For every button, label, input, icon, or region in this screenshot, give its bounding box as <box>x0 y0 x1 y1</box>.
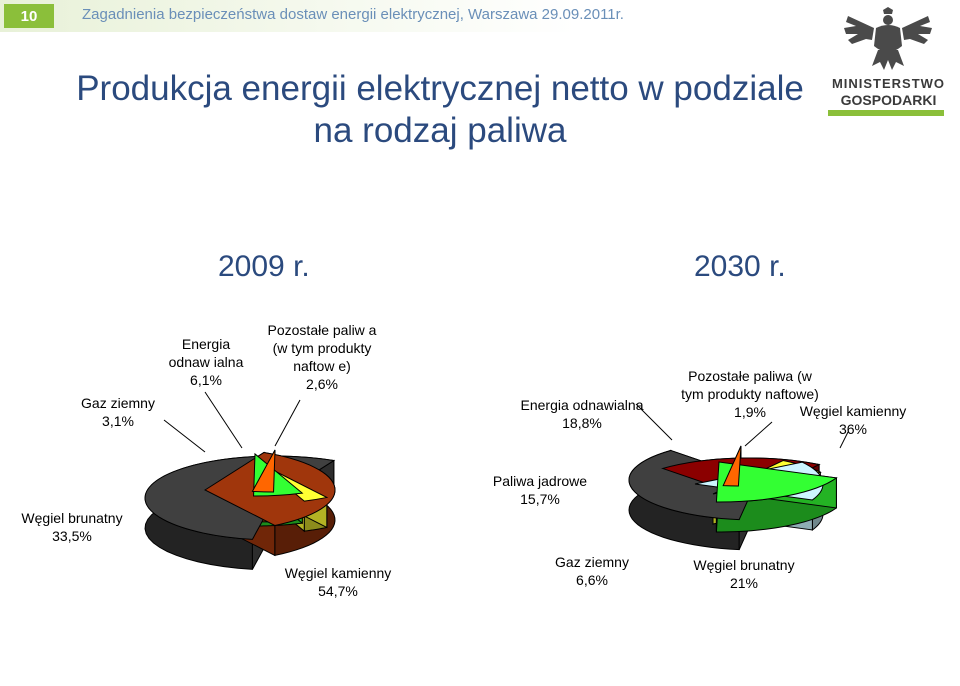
slice-label-line: 3,1% <box>102 413 134 429</box>
slice-label-1-5: Pozostałe paliwa (w tym produkty naftowe)… <box>681 368 819 420</box>
leader-line <box>163 419 206 453</box>
slice-label-line: 2,6% <box>306 376 338 392</box>
eagle-emblem-icon <box>844 7 932 70</box>
logo-line2: GOSPODARKI <box>840 92 937 108</box>
slice-label-line: odnaw ialna <box>169 354 244 370</box>
slice-label-line: Gaz ziemny <box>81 395 155 411</box>
slice-label-line: Węgiel brunatny <box>693 557 794 573</box>
title-line2: na rodzaj paliwa <box>313 111 567 150</box>
slice-label-line: 21% <box>730 575 758 591</box>
leader-line <box>839 431 849 449</box>
slice-label-line: tym produkty naftowe) <box>681 386 819 402</box>
slice-label-0-1: Węgiel brunatny 33,5% <box>21 510 122 544</box>
logo-line1: MINISTERSTWO <box>831 76 946 91</box>
pie-chart-1: Węgiel kamienny 36% Węgiel brunatny 21% Gaz … <box>493 368 906 591</box>
page-number: 10 <box>4 4 54 28</box>
slice-label-0-4: Pozostałe paliw a (w tym produkty naftow e… <box>268 322 377 392</box>
year-2030: 2030 r. <box>694 250 786 283</box>
page-title: Produkcja energii elektrycznej netto w p… <box>40 68 840 152</box>
slice-label-line: Energia odnawialna <box>521 397 644 413</box>
slice-label-1-3: Paliwa jadrowe 15,7% <box>493 473 587 507</box>
slice-label-0-2: Gaz ziemny 3,1% <box>81 395 155 429</box>
year-2009: 2009 r. <box>218 250 310 283</box>
slice-label-1-2: Gaz ziemny 6,6% <box>555 554 629 588</box>
slice-label-line: Pozostałe paliwa (w <box>688 368 813 384</box>
slice-label-line: Węgiel brunatny <box>21 510 122 526</box>
slice-label-line: 1,9% <box>734 404 766 420</box>
slice-label-line: 33,5% <box>52 528 92 544</box>
slice-label-0-0: Węgiel kamienny 54,7% <box>285 565 392 599</box>
ministry-logo: MINISTERSTWO GOSPODARKI <box>826 6 951 126</box>
slice-label-line: Węgiel kamienny <box>800 403 907 419</box>
slice-label-line: 36% <box>839 421 867 437</box>
leader-line <box>274 399 301 447</box>
slice-label-line: naftow e) <box>293 358 351 374</box>
slice-label-line: (w tym produkty <box>273 340 372 356</box>
header-text: Zagadnienia bezpieczeństwa dostaw energi… <box>82 6 624 23</box>
slice-label-0-3: Energia odnaw ialna 6,1% <box>169 336 244 388</box>
slice-label-line: 6,1% <box>190 372 222 388</box>
slice-label-line: Gaz ziemny <box>555 554 629 570</box>
slice-label-1-4: Energia odnawialna 18,8% <box>521 397 644 431</box>
slice-label-line: 18,8% <box>562 415 602 431</box>
pie-slice-0-4 <box>251 449 276 493</box>
slice-label-line: 6,6% <box>576 572 608 588</box>
logo-accent-line <box>828 110 944 116</box>
slice-label-line: Paliwa jadrowe <box>493 473 587 489</box>
slice-label-line: Energia <box>182 336 230 352</box>
pie-chart-0: Węgiel kamienny 54,7% Węgiel brunatny 33,5%… <box>21 322 391 599</box>
leader-line <box>204 391 243 449</box>
leader-line <box>635 403 673 441</box>
slice-label-line: Pozostałe paliw a <box>268 322 377 338</box>
slice-label-line: Węgiel kamienny <box>285 565 392 581</box>
pie-slice-1-4 <box>715 461 838 503</box>
pie-slice-1-5 <box>722 445 742 487</box>
leader-line <box>744 421 773 447</box>
title-line1: Produkcja energii elektrycznej netto w p… <box>76 69 804 108</box>
slice-label-line: 15,7% <box>520 491 560 507</box>
header-bar: 10 Zagadnienia bezpieczeństwa dostaw ene… <box>0 0 960 32</box>
slice-label-1-0: Węgiel kamienny 36% <box>800 403 907 437</box>
slice-label-1-1: Węgiel brunatny 21% <box>693 557 794 591</box>
slice-label-line: 54,7% <box>318 583 358 599</box>
